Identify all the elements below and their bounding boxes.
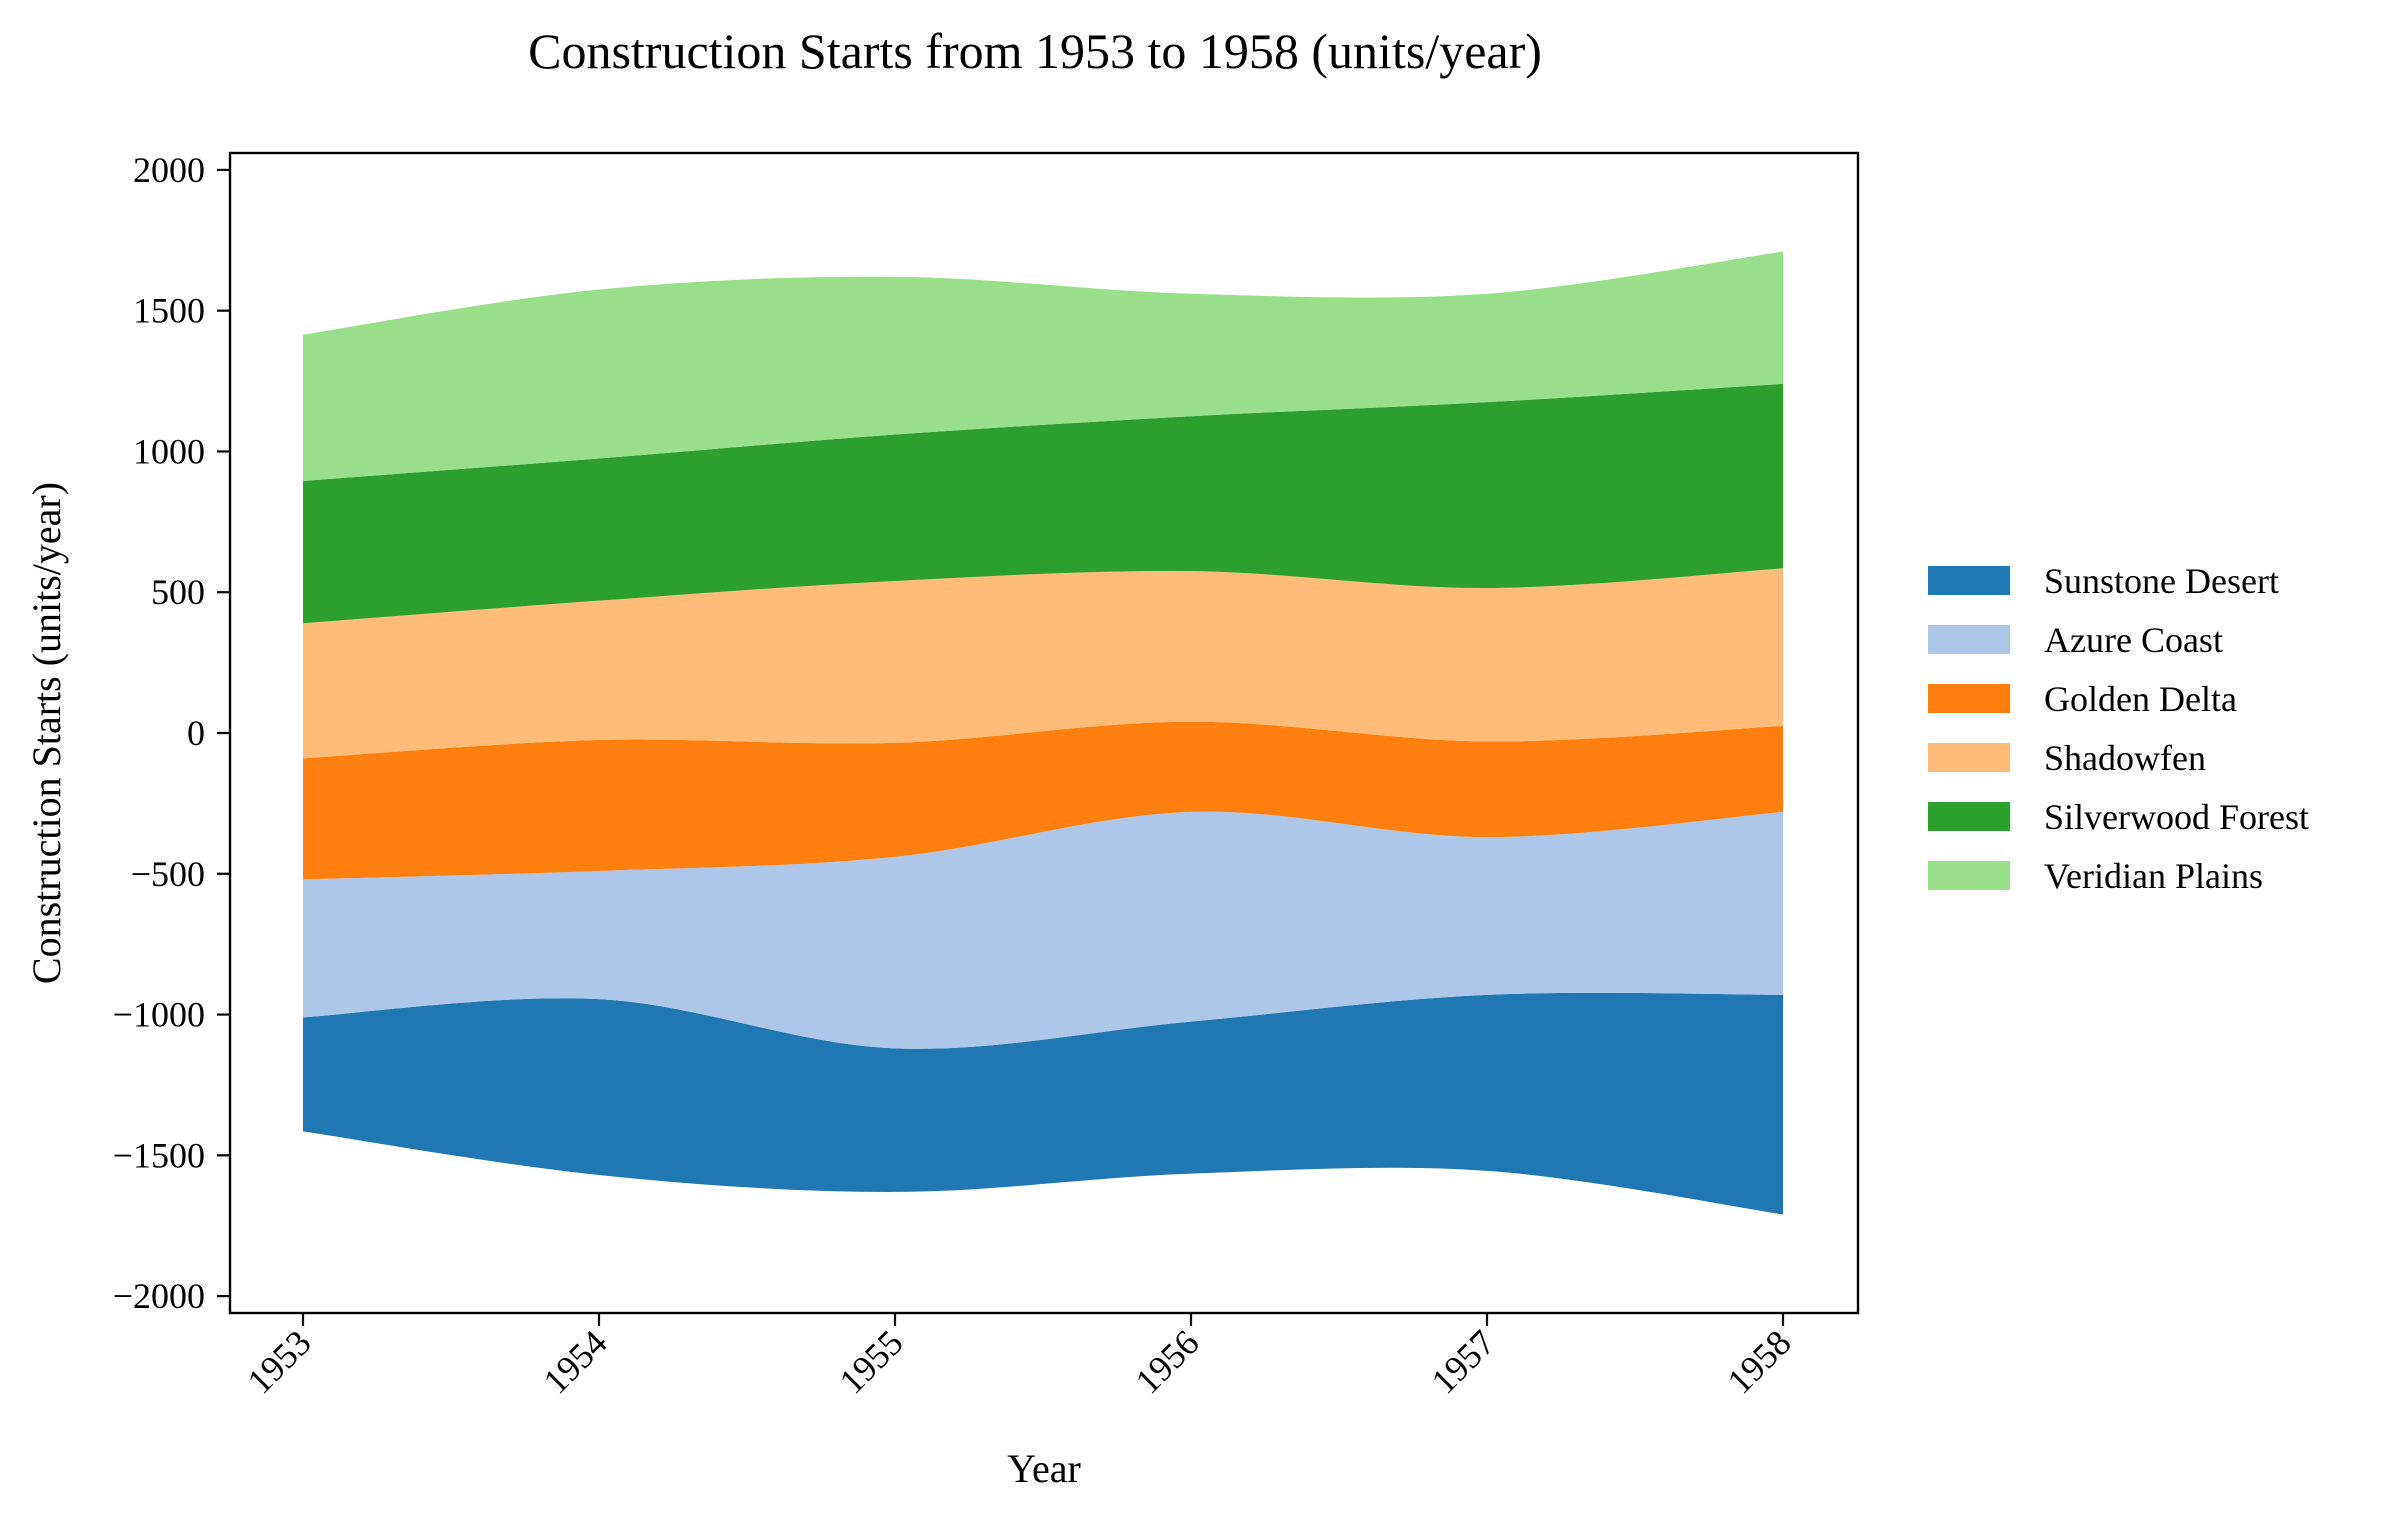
y-tick-label: 1500 <box>133 291 205 331</box>
area-golden-delta <box>303 721 1783 880</box>
legend-swatch <box>1928 861 2010 890</box>
legend: Sunstone Desert Azure Coast Golden Delta Sh… <box>1928 561 2309 896</box>
legend-label: Golden Delta <box>2044 679 2237 719</box>
area-shadowfen <box>303 568 1783 759</box>
y-tick-label: −2000 <box>113 1276 205 1316</box>
x-axis-label: Year <box>1007 1446 1081 1491</box>
y-tick-label: −500 <box>131 854 205 894</box>
y-tick-label: −1500 <box>113 1135 205 1175</box>
legend-label: Silverwood Forest <box>2044 797 2309 837</box>
legend-label: Sunstone Desert <box>2044 561 2279 601</box>
y-tick-label: 500 <box>151 572 205 612</box>
y-axis-label: Construction Starts (units/year) <box>24 482 69 984</box>
legend-label: Veridian Plains <box>2044 856 2263 896</box>
x-tick-label: 1957 <box>1423 1322 1502 1401</box>
y-tick-label: 0 <box>187 713 205 753</box>
legend-swatch <box>1928 802 2010 831</box>
legend-swatch <box>1928 566 2010 595</box>
area-sunstone-desert <box>303 992 1783 1215</box>
stream-areas <box>303 251 1783 1215</box>
area-silverwood-forest <box>303 383 1783 624</box>
x-tick-label: 1958 <box>1719 1322 1798 1401</box>
x-tick-label: 1956 <box>1127 1322 1206 1401</box>
area-azure-coast <box>303 811 1783 1049</box>
x-axis: 1953 1954 1955 1956 1957 1958 <box>239 1313 1799 1402</box>
x-tick-label: 1955 <box>831 1322 910 1401</box>
y-tick-label: −1000 <box>113 995 205 1035</box>
y-axis: −2000 −1500 −1000 −500 0 500 1000 1500 2000 <box>113 150 230 1316</box>
legend-swatch <box>1928 684 2010 713</box>
x-tick-label: 1954 <box>535 1322 614 1401</box>
legend-swatch <box>1928 743 2010 772</box>
legend-label: Shadowfen <box>2044 738 2206 778</box>
chart-title: Construction Starts from 1953 to 1958 (u… <box>528 23 1542 79</box>
area-veridian-plains <box>303 251 1783 482</box>
legend-label: Azure Coast <box>2044 620 2223 660</box>
x-tick-label: 1953 <box>239 1322 318 1401</box>
y-tick-label: 2000 <box>133 150 205 190</box>
legend-swatch <box>1928 625 2010 654</box>
y-tick-label: 1000 <box>133 431 205 471</box>
plot-frame <box>228 151 1860 1315</box>
